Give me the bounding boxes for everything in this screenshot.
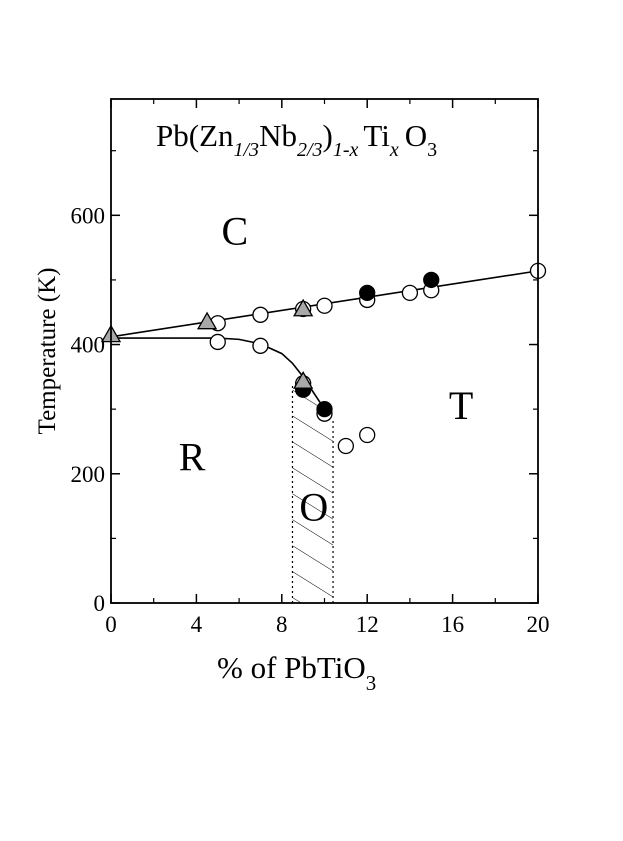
y-tick-label: 200 xyxy=(71,462,106,487)
x-tick-label: 0 xyxy=(105,612,117,637)
open-circle-point xyxy=(252,337,269,354)
y-tick-label: 600 xyxy=(71,203,106,228)
gray-triangle-point xyxy=(293,371,314,389)
x-tick-label: 4 xyxy=(191,612,203,637)
x-axis-label-main: % of PbTiO xyxy=(217,650,366,685)
boundary-lines xyxy=(111,270,538,418)
open-circle-point xyxy=(209,333,226,351)
title-sub-2: 2/3 xyxy=(297,139,323,161)
shaded-o-region xyxy=(291,383,334,603)
x-tick-label: 12 xyxy=(356,612,379,637)
open-circle-point xyxy=(401,284,419,301)
x-tick-label: 20 xyxy=(527,612,550,637)
title-pre: Pb(Zn xyxy=(156,118,234,153)
region-label-R: R xyxy=(179,435,206,480)
open-circle-point xyxy=(252,306,269,323)
data-markers xyxy=(100,262,547,455)
title-mid: Nb xyxy=(259,118,297,153)
filled-circle-point xyxy=(316,401,333,418)
filled-circle-point xyxy=(359,284,376,301)
filled-circle-point xyxy=(423,271,440,289)
title-ti: Ti xyxy=(363,118,390,153)
open-circle-point xyxy=(337,437,355,455)
region-label-O: O xyxy=(299,484,328,529)
x-axis-label-sub: 3 xyxy=(366,671,377,695)
region-label-C: C xyxy=(221,208,248,253)
boundary-line-R-boundary xyxy=(111,337,332,418)
y-axis-label: Temperature (K) xyxy=(34,268,61,435)
open-circle-point xyxy=(359,426,376,444)
x-tick-label: 8 xyxy=(276,612,288,637)
title-o: O xyxy=(405,118,427,153)
gray-triangle-point xyxy=(293,298,314,317)
region-labels: C T R O xyxy=(179,208,474,529)
y-axis: 0 200 400 600 xyxy=(71,150,538,616)
region-label-T: T xyxy=(449,383,473,428)
title-sub-3: 1-x xyxy=(333,139,359,161)
o-region-hatch xyxy=(292,383,334,603)
title-sub-4: x xyxy=(389,139,399,161)
open-circle-point xyxy=(316,297,333,314)
gray-triangle-point xyxy=(196,311,218,330)
x-axis-label: % of PbTiO3 xyxy=(217,650,376,695)
chart-title: Pb(Zn1/3Nb2/3)1-x Tix O3 xyxy=(156,118,437,161)
x-axis: 0 4 8 12 16 20 xyxy=(105,99,550,637)
y-tick-label: 400 xyxy=(71,333,106,358)
title-sub-5: 3 xyxy=(427,139,437,161)
title-sub-1: 1/3 xyxy=(234,139,260,161)
y-tick-label: 0 xyxy=(94,591,106,616)
title-post: ) xyxy=(323,118,333,153)
x-tick-label: 16 xyxy=(441,612,464,637)
